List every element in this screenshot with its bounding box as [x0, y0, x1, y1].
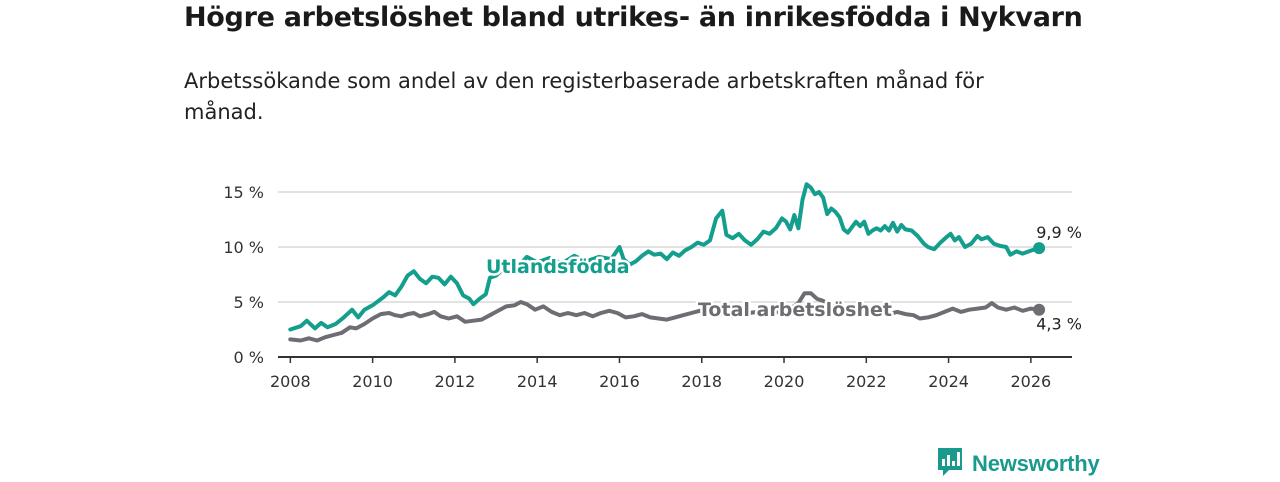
x-tick-label: 2014 [517, 372, 558, 391]
series-label-total: Total arbetslöshet [698, 299, 892, 321]
gridlines [278, 191, 1072, 303]
series-line-utlandsfodda [288, 182, 1042, 332]
series-line-total [288, 291, 1042, 343]
line-chart: 0 % 5 % 10 % 15 % 2008 2010 2012 2014 2016 2018 20… [223, 182, 1082, 391]
series-lines [288, 182, 1046, 343]
axes: 0 % 5 % 10 % 15 % 2008 2010 2012 2014 2016 2018 20… [223, 183, 1072, 391]
brand-name: Newsworthy [972, 451, 1100, 476]
chart-subtitle: Arbetssökande som andel av den registerb… [184, 69, 984, 124]
end-label-utlandsfodda: 9,9 % [1036, 223, 1082, 242]
x-tick-label: 2008 [270, 372, 311, 391]
x-tick-label: 2018 [681, 372, 722, 391]
brand-logo: Newsworthy [936, 448, 1100, 480]
x-tick-label: 2016 [599, 372, 640, 391]
series-labels: Utlandsfödda Total arbetslöshet 9,9 % 4,3 % [484, 223, 1082, 334]
y-tick-label: 5 % [234, 293, 264, 312]
x-tick-label: 2026 [1011, 372, 1052, 391]
x-tick-label: 2010 [352, 372, 393, 391]
x-tick-label: 2020 [764, 372, 805, 391]
x-tick-label: 2012 [435, 372, 476, 391]
x-tick-label: 2024 [928, 372, 969, 391]
x-tick-label: 2022 [846, 372, 887, 391]
chart-title: Högre arbetslöshet bland utrikes- än inr… [184, 2, 1083, 33]
end-point-total [1033, 303, 1046, 316]
y-tick-label: 0 % [234, 348, 264, 367]
y-tick-label: 10 % [223, 238, 264, 257]
end-label-total: 4,3 % [1036, 315, 1082, 334]
newsworthy-logo-icon [936, 446, 964, 482]
y-tick-label: 15 % [223, 183, 264, 202]
series-label-utlandsfodda: Utlandsfödda [486, 256, 630, 278]
end-point-utlandsfodda [1033, 242, 1046, 255]
